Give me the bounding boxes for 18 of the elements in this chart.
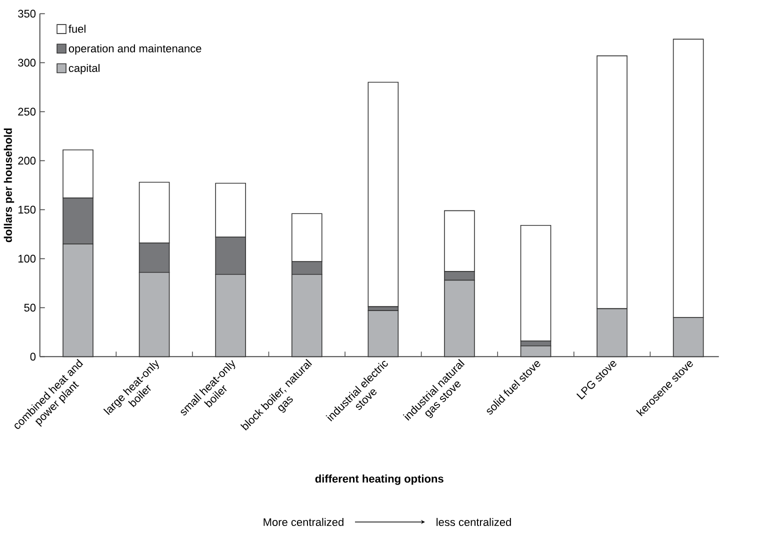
y-tick-label: 150 xyxy=(18,206,36,214)
bar xyxy=(368,82,399,308)
legend-label: capital xyxy=(68,64,100,74)
x-axis-title: different heating options xyxy=(315,474,444,485)
bar xyxy=(368,310,399,358)
legend-label: operation and maintenance xyxy=(68,44,202,55)
bar xyxy=(520,224,552,342)
y-tick-label: 100 xyxy=(18,254,36,263)
text: More centralized xyxy=(264,518,344,526)
y-tick-label: 50 xyxy=(24,304,36,312)
y-tick-label: 250 xyxy=(18,108,36,116)
y-axis-title: dollars per household xyxy=(4,128,14,242)
y-tick-label: 350 xyxy=(18,10,36,18)
legend-label: fuel xyxy=(68,24,86,33)
y-tick-label: 0 xyxy=(30,352,36,361)
y-tick-label: 200 xyxy=(18,156,36,165)
text: less centralized xyxy=(436,518,511,526)
y-tick-label: 300 xyxy=(18,58,36,67)
